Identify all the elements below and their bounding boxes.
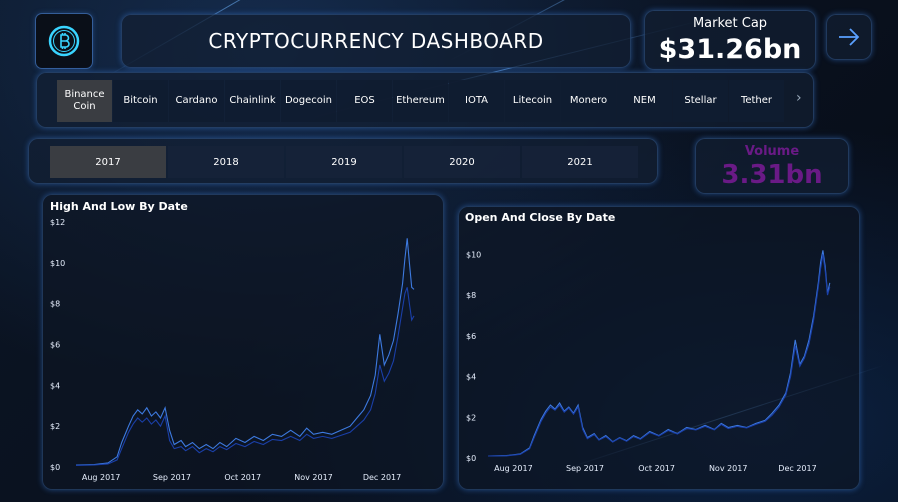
dashboard-title: CRYPTOCURRENCY DASHBOARD xyxy=(208,29,544,53)
x-tick-label: Dec 2017 xyxy=(778,464,816,473)
y-tick-label: $8 xyxy=(466,291,476,300)
bitcoin-logo-icon xyxy=(48,25,80,57)
y-tick-label: $4 xyxy=(466,373,476,382)
x-tick-label: Dec 2017 xyxy=(363,473,401,482)
open-close-chart: $0 $2 $4 $6 $8 $10 Aug 2017 Sep 2017 Oct 2017 Nov… xyxy=(466,250,831,473)
dashboard-title-panel: CRYPTOCURRENCY DASHBOARD xyxy=(121,14,631,68)
y-tick-label: $0 xyxy=(466,454,476,463)
y-tick-label: $10 xyxy=(466,250,481,259)
volume-card: Volume 3.31bn xyxy=(695,138,849,194)
y-tick-label: $10 xyxy=(50,259,65,268)
coin-option-dogecoin[interactable]: Dogecoin xyxy=(281,80,336,122)
year-option-2019[interactable]: 2019 xyxy=(286,146,402,178)
y-tick-label: $12 xyxy=(50,218,65,227)
x-tick-label: Oct 2017 xyxy=(638,464,675,473)
coin-option-nem[interactable]: NEM xyxy=(617,80,672,122)
volume-label: Volume xyxy=(744,144,800,159)
coin-option-stellar[interactable]: Stellar xyxy=(673,80,728,122)
y-tick-label: $2 xyxy=(50,422,60,431)
chevron-right-icon[interactable]: › xyxy=(796,90,802,106)
x-tick-label: Nov 2017 xyxy=(294,473,333,482)
coin-option-ethereum[interactable]: Ethereum xyxy=(393,80,448,122)
next-page-button[interactable] xyxy=(826,14,872,60)
year-option-2018[interactable]: 2018 xyxy=(168,146,284,178)
x-tick-label: Aug 2017 xyxy=(82,473,121,482)
coin-option-tether[interactable]: Tether xyxy=(729,80,784,122)
x-tick-label: Oct 2017 xyxy=(224,473,261,482)
y-tick-label: $6 xyxy=(50,341,60,350)
year-option-2017[interactable]: 2017 xyxy=(50,146,166,178)
y-tick-label: $8 xyxy=(50,300,60,309)
y-tick-label: $2 xyxy=(466,413,476,422)
volume-value: 3.31bn xyxy=(721,160,823,190)
market-cap-label: Market Cap xyxy=(692,16,768,31)
y-tick-label: $4 xyxy=(50,381,60,390)
logo-tile xyxy=(36,14,92,68)
coin-option-bitcoin[interactable]: Bitcoin xyxy=(113,80,168,122)
coin-option-cardano[interactable]: Cardano xyxy=(169,80,224,122)
coin-option-chainlink[interactable]: Chainlink xyxy=(225,80,280,122)
year-option-2021[interactable]: 2021 xyxy=(522,146,638,178)
coin-option-iota[interactable]: IOTA xyxy=(449,80,504,122)
market-cap-value: $31.26bn xyxy=(658,34,802,65)
series-line-1[interactable] xyxy=(487,254,831,457)
coin-option-binance-coin[interactable]: Binance Coin xyxy=(57,80,112,122)
series-line-0[interactable] xyxy=(75,238,415,466)
coin-option-litecoin[interactable]: Litecoin xyxy=(505,80,560,122)
coin-option-eos[interactable]: EOS xyxy=(337,80,392,122)
x-tick-label: Aug 2017 xyxy=(494,464,533,473)
year-option-2020[interactable]: 2020 xyxy=(404,146,520,178)
x-tick-label: Nov 2017 xyxy=(709,464,748,473)
high-low-chart: $0 $2 $4 $6 $8 $10 $12 Aug 2017 Sep 2017 Oct 2017… xyxy=(50,218,415,482)
y-tick-label: $0 xyxy=(50,463,60,472)
y-tick-label: $6 xyxy=(466,332,476,341)
coin-slicer: Binance Coin Bitcoin Cardano Chainlink Dogec… xyxy=(36,72,814,128)
coin-option-monero[interactable]: Monero xyxy=(561,80,616,122)
x-tick-label: Sep 2017 xyxy=(566,464,604,473)
series-line-0[interactable] xyxy=(487,250,831,457)
x-tick-label: Sep 2017 xyxy=(153,473,191,482)
year-slicer: 2017 2018 2019 2020 2021 xyxy=(28,138,658,184)
chart-title: High And Low By Date xyxy=(50,200,188,213)
arrow-right-icon xyxy=(839,28,860,46)
market-cap-card: Market Cap $31.26bn xyxy=(644,10,816,70)
series-line-1[interactable] xyxy=(75,287,415,466)
high-low-chart-panel: High And Low By Date $0 $2 $4 $6 $8 $10 $12 Aug… xyxy=(42,194,444,490)
chart-title: Open And Close By Date xyxy=(465,211,616,224)
open-close-chart-panel: Open And Close By Date $0 $2 $4 $6 $8 $10 Aug … xyxy=(458,206,860,490)
